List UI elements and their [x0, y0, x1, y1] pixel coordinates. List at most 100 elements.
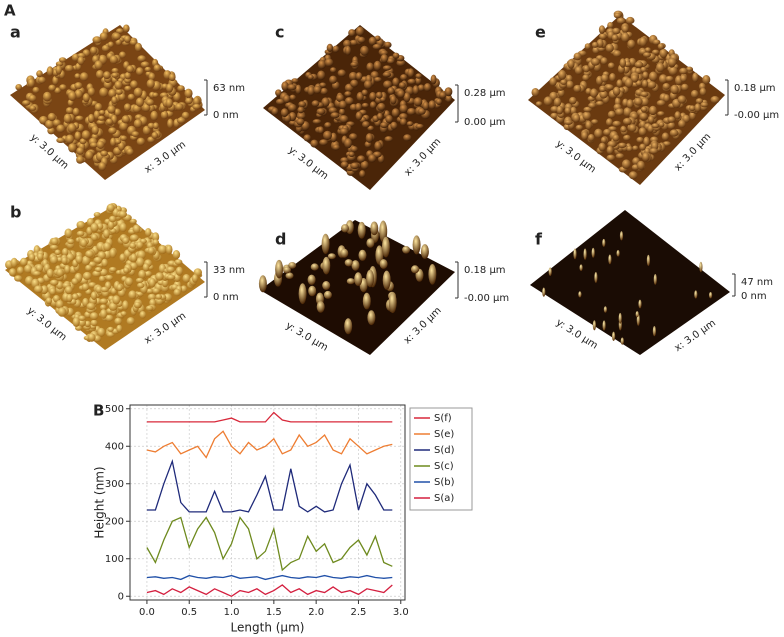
surface-bump: [638, 299, 642, 309]
surface-bump: [49, 244, 59, 250]
surface-bump: [316, 301, 325, 313]
surface-bump: [313, 85, 322, 94]
surface-bump: [415, 76, 422, 85]
surface-bump: [103, 229, 110, 239]
surface-bump: [287, 84, 297, 91]
surface-bump: [332, 144, 340, 151]
surface-bump: [346, 278, 355, 285]
surface-bump: [115, 28, 124, 34]
surface-bump: [94, 267, 103, 272]
x-tick-label: 0.0: [139, 607, 155, 618]
scale-bottom: -0.00 µm: [734, 110, 779, 121]
surface-bump: [109, 248, 117, 259]
surface-bump: [107, 41, 114, 48]
surface-bump: [653, 274, 657, 285]
surface-bump: [602, 238, 606, 247]
surface-bump: [423, 83, 432, 92]
surface-bump: [383, 80, 393, 89]
surface-bump: [616, 250, 620, 257]
surface-bump: [119, 121, 128, 131]
surface-bump: [75, 255, 83, 264]
surface-bump: [543, 96, 553, 106]
surface-bump: [381, 236, 390, 258]
surface-bump: [634, 97, 643, 106]
panel-label: f: [535, 230, 543, 249]
surface-bump: [591, 58, 600, 66]
surface-bump: [133, 301, 142, 309]
surface-bump: [399, 113, 408, 121]
surface-bump: [573, 248, 577, 260]
surface-bump: [87, 333, 96, 342]
surface-bump: [616, 17, 626, 24]
surface-bump: [403, 92, 411, 103]
series-line: [146, 516, 393, 572]
surface-bump: [94, 103, 103, 112]
surface-bump: [124, 85, 132, 92]
scale-bottom: 0.00 µm: [464, 117, 506, 128]
surface-bump: [91, 125, 99, 135]
surface-bump: [611, 34, 619, 42]
surface-bump: [615, 153, 625, 160]
surface-bump: [598, 25, 606, 34]
scale-bottom: 0 nm: [213, 292, 239, 303]
surface-bump: [275, 259, 284, 279]
surface-bump: [123, 267, 130, 274]
surface-bump: [592, 320, 597, 331]
surface-bump: [591, 247, 595, 258]
series-line: [146, 584, 393, 598]
surface-bump: [181, 111, 190, 120]
surface-bump: [80, 238, 88, 248]
surface-bump: [376, 112, 383, 121]
surface-bump: [175, 266, 183, 276]
surface-bump: [355, 111, 363, 121]
surface-bump: [612, 331, 616, 341]
surface-bump: [297, 106, 305, 114]
surface-bump: [106, 332, 115, 338]
surface-bump: [101, 44, 110, 52]
surface-bump: [105, 274, 114, 281]
surface-bump: [32, 271, 42, 277]
scale-top: 33 nm: [213, 265, 245, 276]
surface-bump: [575, 124, 583, 131]
surface-bump: [367, 125, 375, 131]
surface-bump: [648, 71, 658, 82]
surface-bump: [363, 80, 373, 90]
surface-bump: [406, 121, 414, 127]
surface-bump: [411, 265, 419, 274]
surface-bump: [123, 35, 131, 43]
surface-bump: [106, 203, 115, 212]
surface-bump: [632, 145, 639, 151]
surface-bump: [699, 261, 703, 273]
surface-bump: [372, 43, 382, 50]
surface-bump: [385, 115, 393, 124]
surface-bump: [310, 263, 319, 271]
surface-bump: [27, 78, 35, 88]
surface-bump: [81, 130, 91, 140]
surface-bump: [606, 145, 614, 155]
surface-bump: [123, 103, 132, 112]
surface-bump: [602, 320, 606, 331]
surface-bump: [54, 87, 62, 94]
surface-bump: [165, 98, 173, 108]
surface-bump: [139, 311, 147, 319]
surface-bump: [620, 126, 627, 133]
surface-bump: [652, 39, 661, 45]
surface-bump: [66, 293, 73, 303]
surface-bump: [289, 94, 297, 101]
surface-bump: [324, 122, 332, 129]
surface-bump: [319, 82, 327, 88]
surface-bump: [621, 32, 630, 43]
surface-bump: [56, 137, 65, 143]
surface-bump: [147, 247, 155, 255]
surface-bump: [430, 74, 437, 85]
surface-bump: [114, 317, 122, 325]
surface-bump: [165, 244, 173, 255]
surface-bump: [355, 103, 362, 112]
surface-bump: [72, 317, 80, 327]
surface-bump: [75, 115, 84, 122]
surface-bump: [560, 79, 567, 85]
surface-bump: [355, 26, 365, 37]
afm-image: [10, 24, 205, 180]
surface-bump: [340, 248, 349, 258]
surface-bump: [328, 107, 338, 114]
